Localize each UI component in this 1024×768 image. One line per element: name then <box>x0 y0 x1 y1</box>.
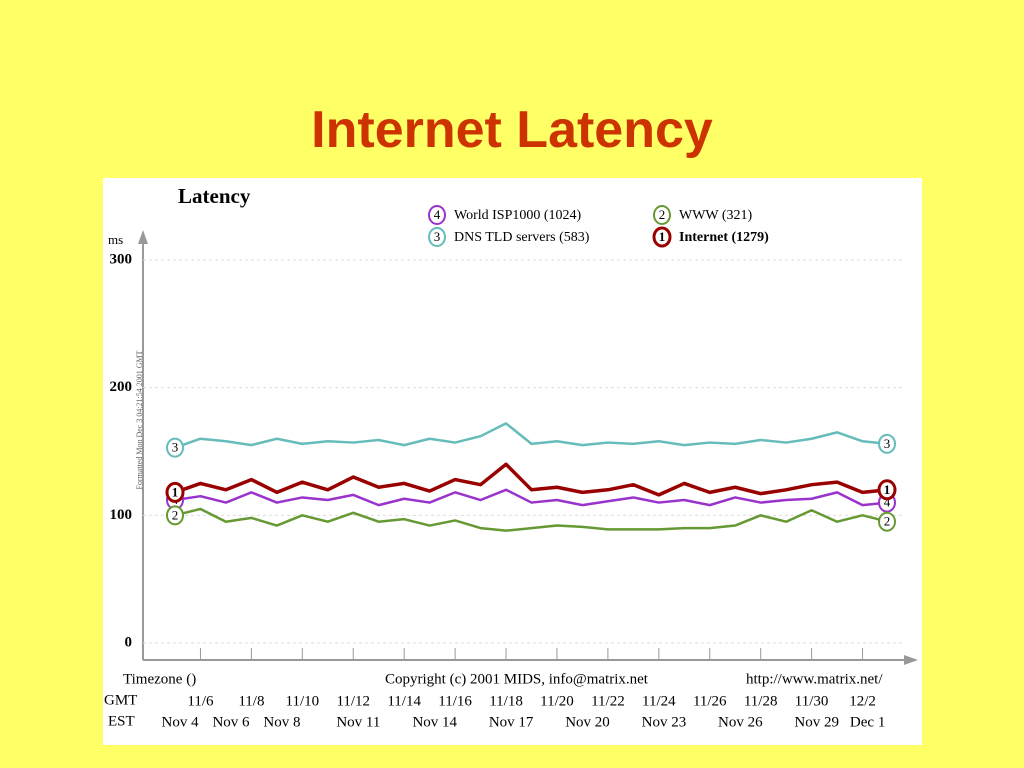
legend-label: WWW (321) <box>679 208 753 223</box>
x-tick-label: 11/8 <box>238 693 264 709</box>
series-line <box>174 422 889 449</box>
series-badge <box>878 511 896 532</box>
series-badge-number: 2 <box>884 514 891 529</box>
est-tick-label: Nov 11 <box>336 714 380 730</box>
slide-title: Internet Latency <box>311 101 713 159</box>
x-tick-label: 12/2 <box>849 693 876 709</box>
est-tick-label: Nov 4 <box>162 714 200 730</box>
y-tick-label: 0 <box>125 634 133 650</box>
legend-label: World ISP1000 (1024) <box>454 208 582 223</box>
url: http://www.matrix.net/ <box>746 671 883 687</box>
series-badge-number: 3 <box>172 440 179 455</box>
series-badge <box>653 205 671 225</box>
series-badge-number: 1 <box>884 482 891 497</box>
chart-title: Latency <box>178 184 251 208</box>
series-badge-number: 3 <box>884 436 891 451</box>
x-tick-label: 11/22 <box>591 693 625 709</box>
x-tick-label: 11/16 <box>438 693 472 709</box>
series-badge-number: 3 <box>434 229 441 244</box>
series-badge <box>652 226 672 248</box>
x-tick-label: 11/26 <box>693 693 727 709</box>
series-line <box>174 462 889 497</box>
x-tick-label: 11/28 <box>744 693 778 709</box>
chart-background <box>103 178 922 745</box>
side-note: Formatted Mon Dec 3 04:21:54 2001 GMT <box>135 350 144 489</box>
est-tick-label: Nov 26 <box>718 714 763 730</box>
est-tick-label: Nov 20 <box>565 714 610 730</box>
gmt-label: GMT <box>104 692 137 708</box>
x-tick-label: 11/14 <box>387 693 421 709</box>
series-line <box>174 507 889 532</box>
x-tick-label: 11/18 <box>489 693 523 709</box>
series-badge <box>428 227 446 247</box>
y-tick-label: 100 <box>110 507 133 523</box>
series-badge-number: 1 <box>659 229 666 244</box>
series-badge <box>165 481 185 503</box>
est-tick-label: Nov 23 <box>642 714 687 730</box>
series-badge <box>428 205 446 225</box>
series-badge-number: 2 <box>659 207 666 222</box>
series-badge-number: 1 <box>172 484 179 499</box>
y-tick-label: 300 <box>110 251 133 267</box>
est-label: EST <box>108 713 135 729</box>
x-tick-label: 11/24 <box>642 693 676 709</box>
x-axis-arrow <box>904 655 918 665</box>
y-axis-label: ms <box>108 232 123 247</box>
y-axis-arrow <box>138 230 148 244</box>
series-badge <box>877 479 897 501</box>
series-badge <box>166 437 184 458</box>
copyright: Copyright (c) 2001 MIDS, info@matrix.net <box>385 671 649 687</box>
series-badge <box>878 433 896 454</box>
x-tick-label: 11/10 <box>286 693 320 709</box>
x-tick-label: 11/30 <box>795 693 829 709</box>
x-tick-label: 11/12 <box>336 693 370 709</box>
est-tick-label: Nov 6 <box>212 714 250 730</box>
est-tick-label: Nov 29 <box>794 714 839 730</box>
y-tick-label: 200 <box>110 379 133 395</box>
timezone-label: Timezone () <box>123 671 196 687</box>
series-badge-number: 4 <box>434 207 441 222</box>
series-badge <box>166 505 184 526</box>
est-tick-label: Nov 8 <box>263 714 300 730</box>
est-tick-label: Nov 17 <box>489 714 534 730</box>
legend-label: Internet (1279) <box>679 230 769 245</box>
legend-label: DNS TLD servers (583) <box>454 230 590 245</box>
est-tick-label: Nov 14 <box>412 714 457 730</box>
series-badge-number: 2 <box>172 507 179 522</box>
series-line <box>174 488 889 507</box>
est-tick-label: Dec 1 <box>850 714 885 730</box>
x-tick-label: 11/6 <box>187 693 214 709</box>
x-tick-label: 11/20 <box>540 693 574 709</box>
series-badge-number: 4 <box>884 495 891 510</box>
